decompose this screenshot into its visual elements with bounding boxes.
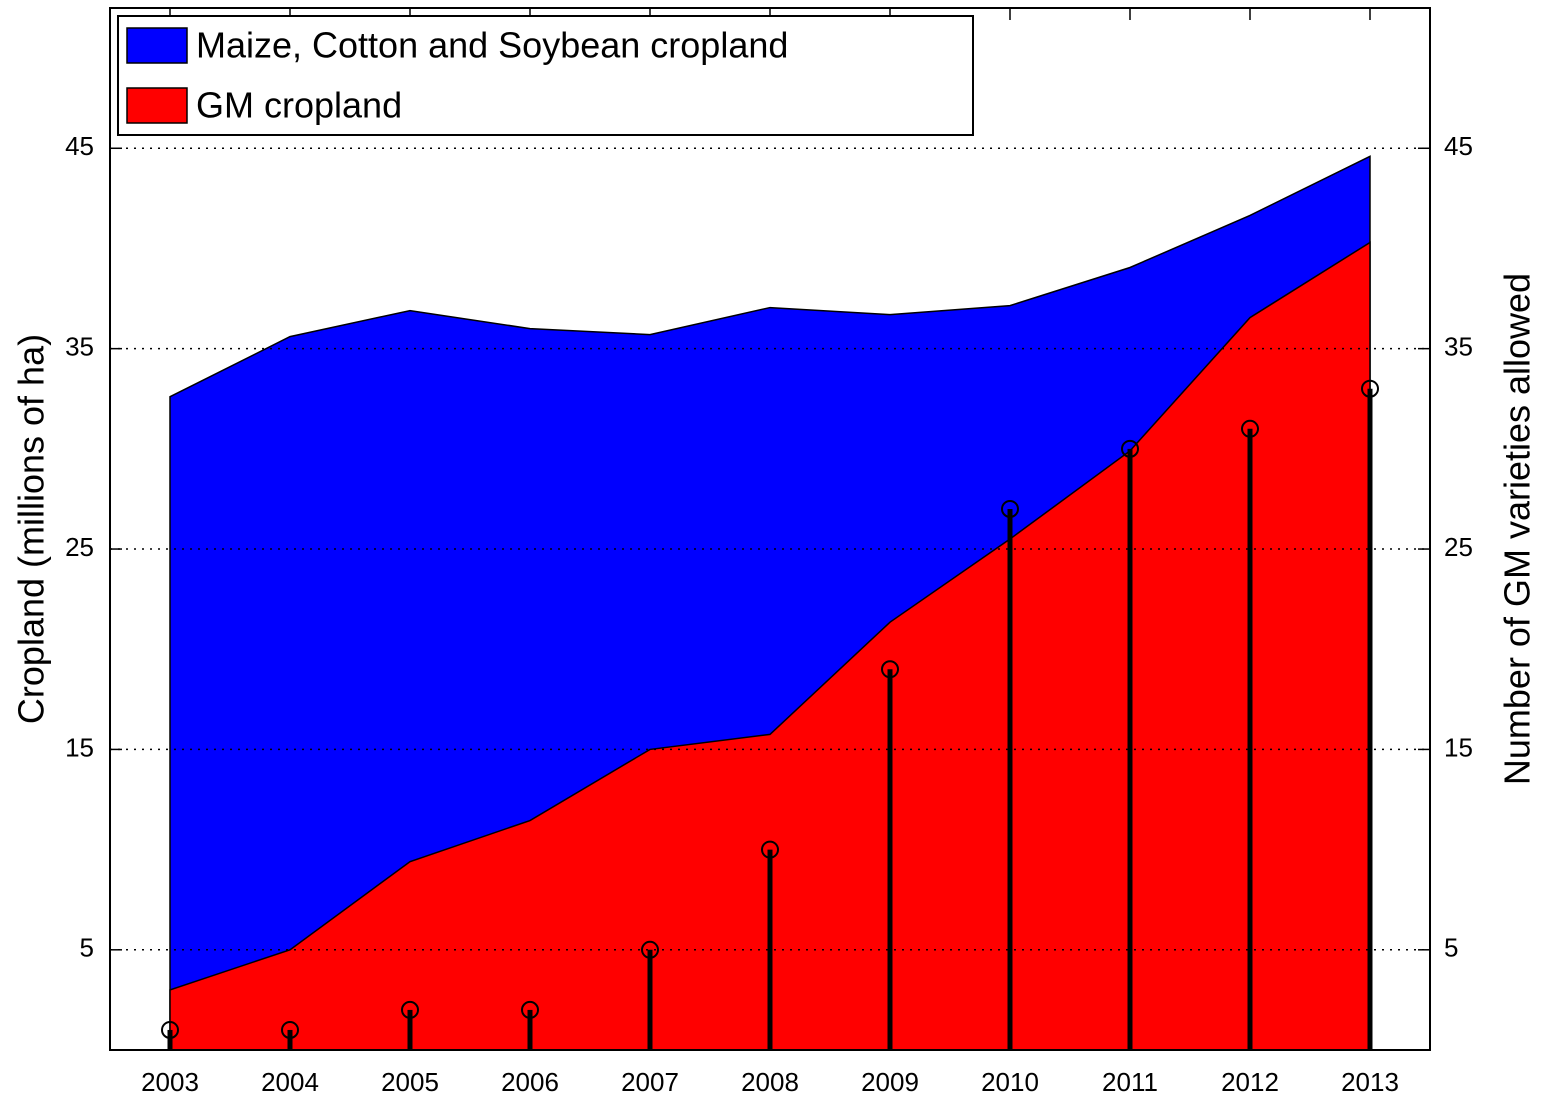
x-tick-label: 2012 [1221, 1067, 1279, 1097]
y-tick-label: 35 [65, 332, 94, 362]
stem-marker [161, 1020, 179, 1039]
y2-tick-label: 45 [1444, 131, 1473, 161]
stem-marker [881, 660, 899, 679]
stem-marker [1361, 379, 1379, 398]
x-tick-label: 2009 [861, 1067, 919, 1097]
stem-marker [401, 1000, 419, 1019]
x-tick-label: 2010 [981, 1067, 1039, 1097]
y2-tick-label: 25 [1444, 532, 1473, 562]
stem-marker [761, 840, 779, 859]
x-tick-label: 2005 [381, 1067, 439, 1097]
x-tick-label: 2004 [261, 1067, 319, 1097]
x-tick-label: 2007 [621, 1067, 679, 1097]
stem-marker [641, 940, 659, 959]
stem-marker [1121, 439, 1139, 458]
area [169, 241, 1371, 1051]
legend-label: Maize, Cotton and Soybean cropland [196, 25, 788, 66]
y-tick-label: 15 [65, 732, 94, 762]
y-axis-label: Cropland (millions of ha) [11, 334, 52, 724]
stem-marker [1001, 499, 1019, 518]
stem-marker [1241, 419, 1259, 438]
x-tick-label: 2003 [141, 1067, 199, 1097]
x-tick-label: 2013 [1341, 1067, 1399, 1097]
plot-frame [109, 7, 1431, 1051]
y2-axis-label: Number of GM varieties allowed [1497, 273, 1538, 785]
x-tick-label: 2006 [501, 1067, 559, 1097]
y-tick-label: 25 [65, 532, 94, 562]
y-tick-label: 45 [65, 131, 94, 161]
stem-marker [521, 1000, 539, 1019]
legend-swatch [126, 87, 188, 124]
x-tick-label: 2011 [1102, 1067, 1158, 1097]
y-tick-label: 5 [80, 933, 94, 963]
y2-tick-label: 5 [1444, 933, 1458, 963]
y2-tick-label: 15 [1444, 732, 1473, 762]
y2-tick-label: 35 [1444, 332, 1473, 362]
x-tick-label: 2008 [741, 1067, 799, 1097]
legend-label: GM cropland [196, 85, 402, 126]
legend-swatch [126, 27, 188, 64]
stem-marker [281, 1020, 299, 1039]
legend-box [117, 15, 974, 136]
